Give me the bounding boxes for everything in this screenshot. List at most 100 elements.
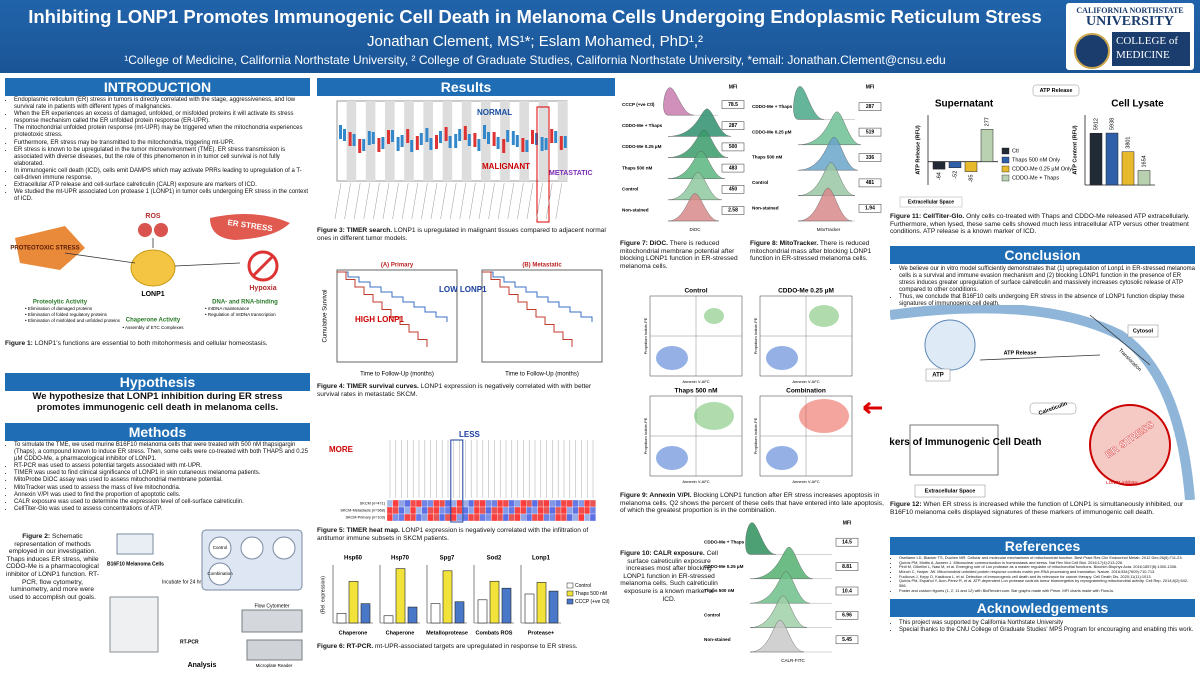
legend-label: Thaps 500 nM [575, 591, 607, 597]
legend-swatch [1001, 156, 1010, 164]
box [563, 136, 567, 148]
authors: Jonathan Clement, MS¹*; Eslam Mohamed, P… [367, 33, 703, 50]
tick [536, 182, 543, 220]
box [487, 132, 490, 144]
bar [454, 601, 465, 624]
tick [440, 182, 447, 220]
row-label: CDDO-Me 0.25 µM [622, 144, 662, 149]
well [240, 536, 264, 560]
bullet: Endoplasmic reticulum (ER) stress in tum… [14, 97, 310, 111]
histogram [797, 136, 859, 171]
heat-cell [439, 499, 446, 508]
survival-curve [482, 271, 593, 322]
box [406, 129, 410, 143]
heat-cell [479, 506, 486, 515]
figure-4: (A) Primary Time to Follow-Up (months) (B)… [323, 263, 603, 378]
section-heading: Methods [5, 423, 310, 441]
label: (Rel. expression) [320, 576, 326, 614]
panel-role: Metalloprotease [426, 630, 468, 636]
box [477, 139, 481, 151]
figure-5: SKCM (n=471) SKCM-Metastasis (n=368) SKCM-… [329, 430, 596, 523]
label: MitoTracker [817, 227, 841, 232]
heat-cell [555, 506, 562, 515]
heat-cell [415, 513, 422, 522]
box [483, 125, 486, 139]
heat-cell [410, 513, 417, 522]
heat-cell [520, 499, 527, 508]
heat-cell [392, 499, 399, 508]
caption-label: Figure 3: TIMER search. [317, 227, 393, 234]
tick [334, 182, 342, 220]
box [339, 125, 342, 139]
legend-label: CDDO-Me + Thaps [1012, 175, 1059, 181]
box [400, 135, 404, 147]
box [387, 130, 390, 144]
label: Annexin V-AFC [682, 379, 709, 384]
bullet: RT-PCR was used to assess potential targ… [14, 463, 310, 470]
heat-cell [549, 506, 556, 515]
bullet-list: This project was supported by California… [890, 620, 1195, 634]
header: Inhibiting LONP1 Promotes Immunogenic Ce… [0, 0, 1200, 73]
box [458, 129, 462, 141]
heat-cell [473, 513, 480, 522]
box [531, 130, 534, 144]
tick [382, 182, 390, 220]
label: Proteolytic Activity [33, 300, 88, 306]
bullet: Furthermore, ER stress may be transmitte… [14, 140, 310, 147]
heat-cell [589, 513, 596, 522]
heat-cell [502, 499, 509, 508]
box [429, 138, 433, 150]
figure-2: B16F10 Melanoma Cells Incubate for 24 hrs… [107, 529, 303, 669]
bullet: CellTiter-Glo was used to assess concent… [14, 506, 310, 513]
value-label: 3801 [1125, 136, 1131, 148]
row-label: CDDO-Me + Thaps [622, 123, 663, 128]
heat-cell [433, 513, 440, 522]
heat-cell [549, 499, 556, 508]
arrow [174, 262, 241, 267]
mfi-value: 78.5 [728, 102, 738, 108]
histogram [749, 546, 814, 579]
heat-cell [497, 513, 504, 522]
row-label: CDDO-Me + Thaps [752, 104, 793, 109]
figure-caption: Figure 10: CALR exposure. Cell surface c… [620, 550, 718, 603]
survival-curve [482, 271, 573, 347]
label: Incubate for 24 hrs [162, 579, 204, 585]
arrow [979, 354, 1101, 361]
panel-title: Spg7 [440, 556, 455, 562]
heat-cell [508, 513, 515, 522]
mfi-box [835, 611, 859, 620]
label: SKCM (n=471) [360, 502, 386, 506]
heat-cell [497, 499, 504, 508]
row-label: CDDO-Me + Thaps [704, 539, 745, 544]
ros-icon [138, 223, 152, 237]
heat-cell [485, 506, 492, 515]
heat-cell [421, 513, 428, 522]
mfi-value: 10.4 [842, 588, 852, 594]
box [463, 126, 467, 140]
value-label: 277 [984, 117, 990, 126]
bar [1105, 132, 1119, 186]
histogram [667, 193, 720, 222]
cell-cloud [656, 346, 688, 370]
heat-cell [508, 499, 515, 508]
box [525, 140, 529, 152]
mfi-value: 14.5 [842, 540, 852, 546]
label: MFI [729, 84, 738, 90]
caption-text: mt-UPR-associated targets are upregulate… [374, 643, 578, 650]
box [381, 137, 385, 149]
plot-area [336, 269, 458, 363]
bar [524, 593, 535, 624]
row-label: Non-stained [752, 206, 779, 211]
bar [360, 603, 371, 624]
bullet-list: We believe our in vitro model sufficient… [890, 266, 1195, 309]
box [352, 134, 356, 146]
figure-11: Supernatant ATP Release (RFU) -64 -52 -85 277… [899, 84, 1164, 208]
tick [363, 182, 371, 220]
mfi-box [858, 127, 882, 137]
caption-label: Figure 12: [890, 501, 922, 508]
label-box [1032, 84, 1080, 97]
heat-cell [502, 513, 509, 522]
lonp1-complex [130, 249, 176, 287]
caption-text: LONP1's functions are essential to both … [34, 340, 268, 347]
box [415, 136, 419, 150]
